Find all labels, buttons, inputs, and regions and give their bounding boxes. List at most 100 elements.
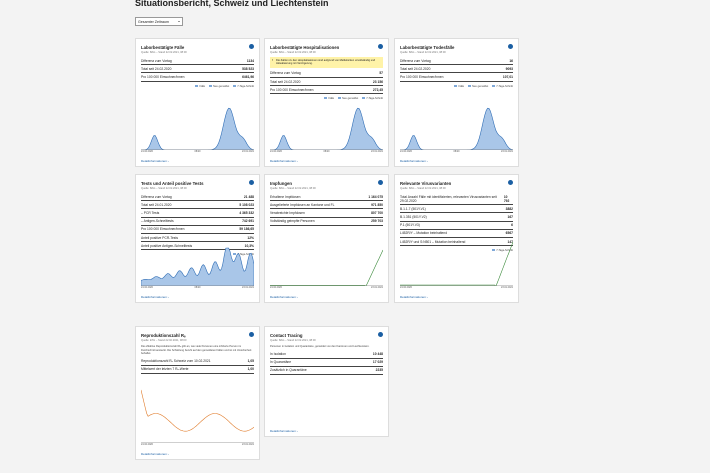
data-row: Differenz zum Vortag 1134 xyxy=(141,57,254,66)
axis-label: 24.02.2020 xyxy=(400,150,412,153)
data-row: Total Anzahl Fälle mit identifizierten, … xyxy=(400,193,513,206)
data-row: B.1.1.7 (501Y.V1) 3882 xyxy=(400,205,513,214)
detail-link[interactable]: Detailinformationen › xyxy=(141,159,169,163)
chart-shape xyxy=(141,389,254,432)
axis-label: 08/20 xyxy=(194,286,201,289)
info-icon[interactable] xyxy=(249,44,254,49)
axis-label: 23.01.2021 xyxy=(501,150,513,153)
card-title: Tests und Anteil positive Tests xyxy=(141,181,204,186)
chart-shape xyxy=(400,107,513,150)
legend-item: Neu gemeldet xyxy=(468,85,488,88)
card-title: Relevante Virusvarianten xyxy=(400,181,452,186)
x-axis: 24.02.2020 08/20 23.01.2021 xyxy=(141,286,254,289)
warning-note: Die Zahlen zu den Hospitalisationen sind… xyxy=(270,57,383,68)
detail-link[interactable]: Detailinformationen › xyxy=(141,452,169,456)
row-label: Differenz zum Vortag xyxy=(141,194,172,199)
axis-label: 24.02.2020 xyxy=(400,286,412,289)
row-label: Ausgelieferte Impfdosen an Kantone und F… xyxy=(270,202,335,207)
info-icon[interactable] xyxy=(378,44,383,49)
row-value: 4 365 332 xyxy=(239,210,254,215)
info-icon[interactable] xyxy=(508,180,513,185)
mini-chart xyxy=(141,247,254,286)
card: Tests und Anteil positive Tests Quelle: B… xyxy=(135,174,260,303)
data-row: In Quarantäne 17 029 xyxy=(270,359,383,367)
detail-link[interactable]: Detailinformationen › xyxy=(270,429,298,433)
row-value: 1134 xyxy=(246,58,254,63)
data-row: – Antigen-Schnelltests 742 691 xyxy=(141,218,254,226)
legend-item: 7-Tage-Schnitt xyxy=(362,97,383,100)
data-row: Reproduktionszahl Rₑ Schweiz vom 10.02.2… xyxy=(141,358,254,366)
info-icon[interactable] xyxy=(508,44,513,49)
data-row: P.1 (501Y.V3) 6 xyxy=(400,222,513,230)
detail-link[interactable]: Detailinformationen › xyxy=(400,159,428,163)
row-value: 10,3% xyxy=(244,243,254,248)
row-value: 807 700 xyxy=(371,210,383,215)
legend-item: Neu gemeldet xyxy=(209,85,229,88)
x-axis: 24.02.2020 08/20 23.01.2021 xyxy=(141,150,254,153)
detail-link[interactable]: Detailinformationen › xyxy=(400,295,428,299)
row-label: B.1.1.7 (501Y.V1) xyxy=(400,206,426,211)
data-row: L452R/Y – Mutation beinhaltend 6567 xyxy=(400,230,513,238)
row-value: 2235 xyxy=(375,368,383,373)
card: Contact Tracing Quelle: BAG – Stand 22.02… xyxy=(264,326,389,437)
data-row: B.1.351 (501Y.V2) 167 xyxy=(400,213,513,222)
legend: 7-Tage-Schnitt xyxy=(400,249,513,252)
row-value: 9093 xyxy=(505,66,513,71)
data-row: Pro 100 000 Einwohner/innen 6461,96 xyxy=(141,73,254,82)
row-label: L452R/Y – Mutation beinhaltend xyxy=(400,231,448,236)
info-icon[interactable] xyxy=(378,180,383,185)
detail-link[interactable]: Detailinformationen › xyxy=(141,295,169,299)
info-icon[interactable] xyxy=(249,332,254,337)
axis-label: 24.02.2020 xyxy=(141,150,153,153)
axis-label: 23.01.2021 xyxy=(371,286,383,289)
axis-label: 24.02.2020 xyxy=(141,443,153,446)
row-value: 1,05 xyxy=(247,359,254,364)
card-text: Personen in Isolation und Quarantäne, ge… xyxy=(270,345,370,348)
data-row: Pro 100 000 Einwohner/innen 59 186,65 xyxy=(141,226,254,234)
legend: 7-Tage-Schnitt xyxy=(141,253,254,256)
row-label: B.1.351 (501Y.V2) xyxy=(400,214,427,219)
axis-label: 24.02.2020 xyxy=(270,286,282,289)
mini-chart xyxy=(141,107,254,150)
row-value: 21 488 xyxy=(243,194,254,199)
data-row: Total seit 24.02.2020 23 156 xyxy=(270,78,383,87)
card-source: Quelle: BAG – Stand 22.02.2021, 08:00 xyxy=(270,51,316,54)
row-label: Total seit 24.02.2020 xyxy=(270,79,301,84)
x-axis: 24.02.2020 23.01.2021 xyxy=(270,286,383,289)
legend-item: 7-Tage-Schnitt xyxy=(492,85,513,88)
row-label: Anteil positive Antigen-Schnelltests xyxy=(141,243,193,248)
row-label: In Isolation xyxy=(270,352,286,357)
data-row: Erhaltene Impfdosen 1 164 075 xyxy=(270,193,383,202)
row-label: Pro 100 000 Einwohner/innen xyxy=(141,227,185,232)
row-value: 6567 xyxy=(505,231,513,236)
data-row: Ausgelieferte Impfdosen an Kantone und F… xyxy=(270,201,383,210)
row-label: In Quarantäne xyxy=(270,360,292,365)
row-value: 17 029 xyxy=(372,360,383,365)
info-icon[interactable] xyxy=(249,180,254,185)
detail-link[interactable]: Detailinformationen › xyxy=(270,159,298,163)
info-icon[interactable] xyxy=(378,332,383,337)
row-label: Erhaltene Impfdosen xyxy=(270,194,301,199)
data-row: Total seit 24.02.2020 9093 xyxy=(400,65,513,74)
mini-chart xyxy=(400,107,513,150)
card-source: Quelle: ETH – Stand 22.02.2021, 08:00 xyxy=(141,339,187,342)
x-axis: 24.02.2020 08/20 23.01.2021 xyxy=(400,150,513,153)
row-value: 6461,96 xyxy=(242,74,254,79)
detail-link[interactable]: Detailinformationen › xyxy=(270,295,298,299)
card-title: Impfungen xyxy=(270,181,292,186)
chart-shape xyxy=(400,241,513,286)
row-value: 272,45 xyxy=(372,87,383,92)
row-label: Reproduktionszahl Rₑ Schweiz vom 10.02.2… xyxy=(141,359,211,364)
legend-item: 7-Tage-Schnitt xyxy=(492,249,513,252)
legend: Fälle Neu gemeldet 7-Tage-Schnitt xyxy=(141,85,254,88)
page-title: Situationsbericht, Schweiz und Liechtens… xyxy=(135,0,329,8)
data-row: Total seit 24.02.2020 538 523 xyxy=(141,65,254,74)
card-title: Laborbestätigte Todesfälle xyxy=(400,45,455,50)
row-label: Total seit 24.02.2020 xyxy=(141,66,172,71)
period-dropdown[interactable]: Gesamter Zeitraum xyxy=(135,17,183,26)
card-title: Reproduktionszahl Rₑ xyxy=(141,333,186,338)
x-axis: 24.02.2020 08/20 23.01.2021 xyxy=(270,150,383,153)
axis-label: 23.01.2021 xyxy=(501,286,513,289)
row-label: Pro 100 000 Einwohner/innen xyxy=(141,74,185,79)
